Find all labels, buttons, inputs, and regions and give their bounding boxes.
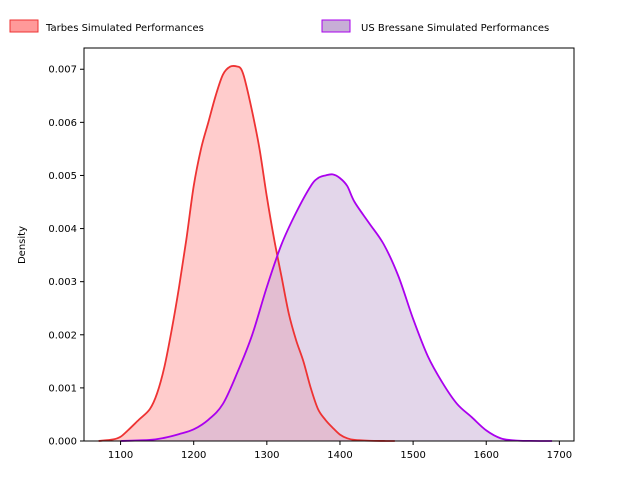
x-tick-label: 1500 (400, 450, 425, 461)
x-tick-label: 1600 (474, 450, 499, 461)
x-tick-label: 1400 (327, 450, 352, 461)
legend: Tarbes Simulated Performances US Bressan… (9, 19, 549, 34)
density-line-bressane (120, 173, 553, 442)
legend-label-tarbes: Tarbes Simulated Performances (45, 23, 204, 34)
x-tick-label: 1700 (547, 450, 572, 461)
x-axis: 1100 1200 1300 1400 1500 1600 1700 (108, 441, 572, 461)
legend-label-bressane: US Bressane Simulated Performances (361, 23, 549, 34)
density-area-tarbes (98, 65, 395, 441)
density-area-bressane (120, 174, 553, 441)
x-tick-label: 1100 (108, 450, 133, 461)
plot-frame (83, 47, 575, 442)
y-tick-label: 0.007 (48, 65, 77, 76)
y-axis: 0.000 0.001 0.002 0.003 0.004 0.005 0.006 0.007 (48, 65, 84, 448)
plot-area (98, 64, 553, 442)
y-tick-label: 0.005 (48, 171, 77, 182)
y-tick-label: 0.001 (48, 383, 77, 394)
x-tick-label: 1300 (254, 450, 279, 461)
y-tick-label: 0.003 (48, 277, 77, 288)
legend-swatch-bressane (321, 19, 351, 33)
x-tick-label: 1200 (181, 450, 206, 461)
legend-swatch-tarbes (9, 19, 39, 33)
y-tick-label: 0.000 (48, 437, 77, 448)
y-tick-label: 0.006 (48, 118, 77, 129)
y-tick-label: 0.004 (48, 224, 77, 235)
y-tick-label: 0.002 (48, 330, 77, 341)
density-line-tarbes (98, 64, 395, 442)
y-axis-label: Density (17, 226, 28, 264)
